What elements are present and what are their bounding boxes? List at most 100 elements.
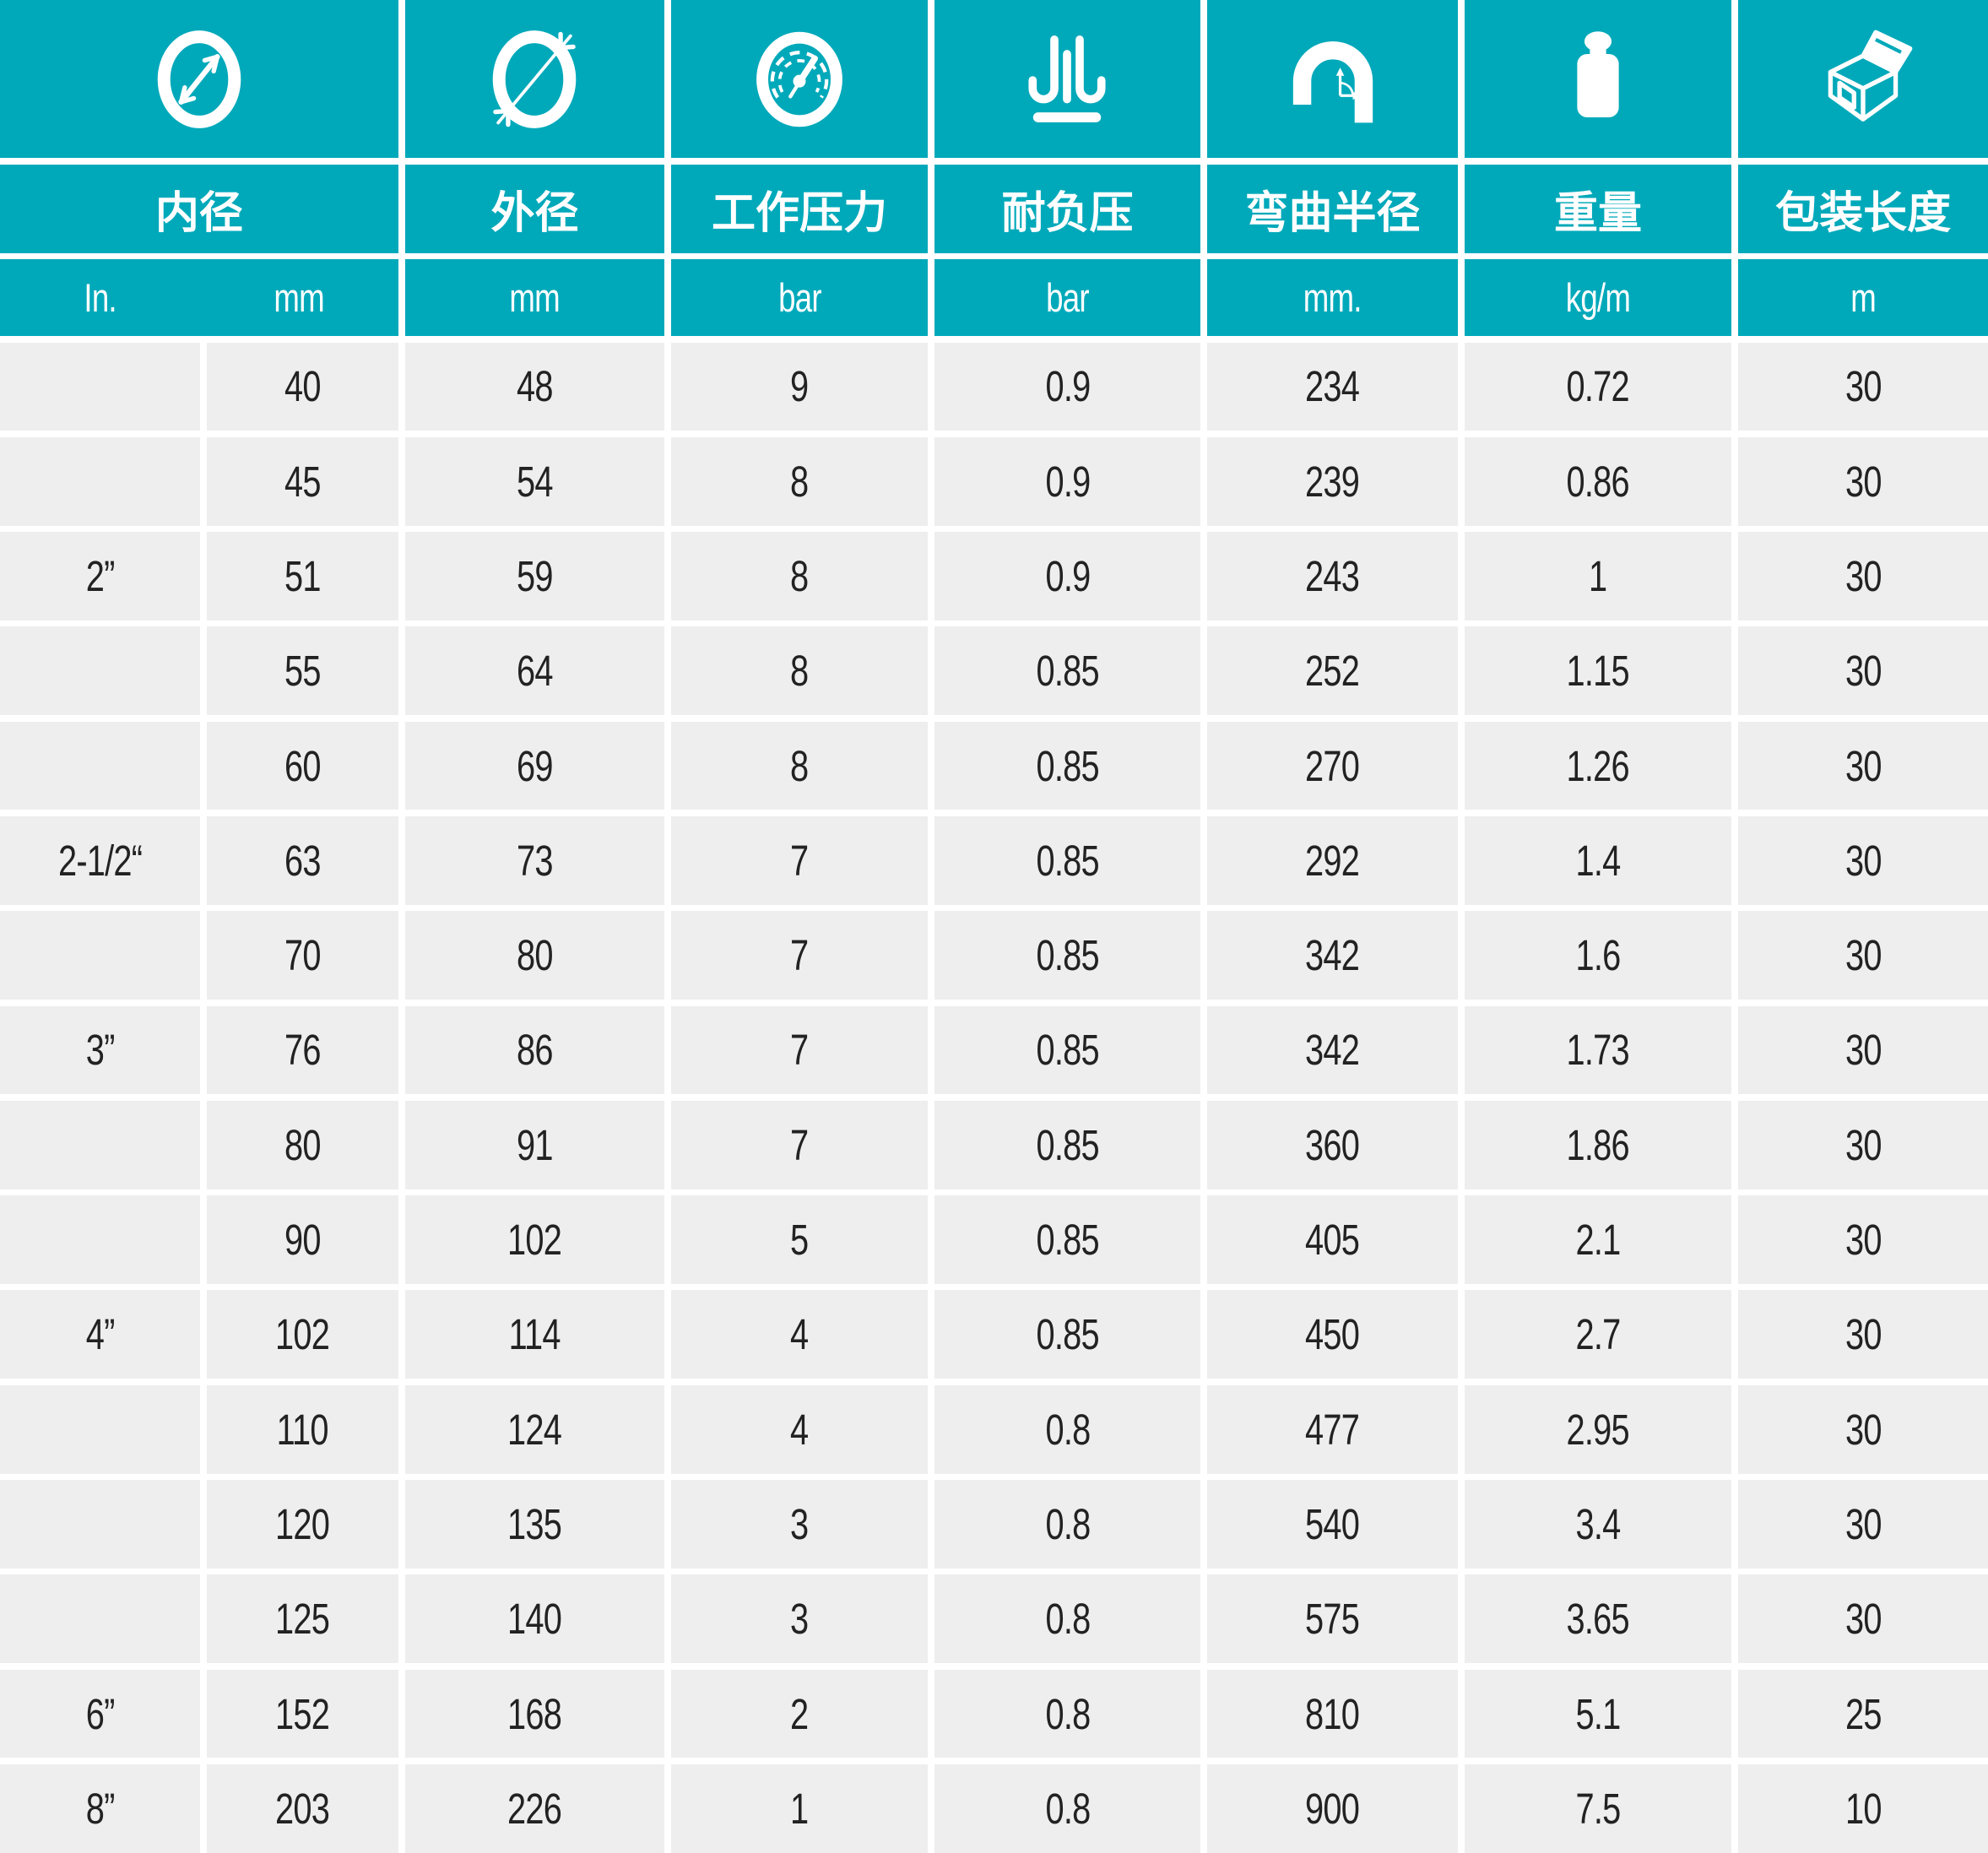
cell-working_pressure_bar: 4 bbox=[671, 1290, 928, 1379]
cell-outer_mm: 86 bbox=[404, 1005, 665, 1095]
cell-vacuum_bar: 0.8 bbox=[934, 1480, 1201, 1569]
cell-inch bbox=[0, 342, 201, 431]
cell-weight_kg_m: 1.6 bbox=[1464, 911, 1732, 1000]
header-icon-cell-bend-radius bbox=[1207, 0, 1458, 158]
header-cell-bend-radius: 弯曲半径 bbox=[1207, 164, 1458, 253]
cell-value: 450 bbox=[1305, 1310, 1360, 1359]
cell-packing_length_m: 30 bbox=[1738, 815, 1988, 905]
cell-value: 3 bbox=[790, 1499, 809, 1548]
cell-bend_radius_mm: 239 bbox=[1207, 436, 1458, 526]
cell-value: 8 bbox=[790, 647, 809, 696]
cell-value: 0.85 bbox=[1036, 1120, 1099, 1169]
cell-vacuum_bar: 0.9 bbox=[934, 342, 1201, 431]
cell-value: 0.8 bbox=[1044, 1689, 1091, 1738]
cell-value: 477 bbox=[1305, 1405, 1360, 1454]
cell-bend_radius_mm: 450 bbox=[1207, 1290, 1458, 1379]
header-cell-inner-diameter: 内径 bbox=[0, 164, 398, 253]
header-icon-cell-outer-diameter bbox=[404, 0, 665, 158]
cell-bend_radius_mm: 540 bbox=[1207, 1480, 1458, 1569]
cell-working_pressure_bar: 1 bbox=[671, 1764, 928, 1853]
cell-value: 270 bbox=[1305, 741, 1360, 790]
cell-bend_radius_mm: 477 bbox=[1207, 1384, 1458, 1474]
cell-value: 0.9 bbox=[1044, 362, 1091, 411]
cell-packing_length_m: 30 bbox=[1738, 1100, 1988, 1189]
cell-value: 76 bbox=[284, 1026, 321, 1075]
cell-weight_kg_m: 3.65 bbox=[1464, 1574, 1732, 1664]
cell-packing_length_m: 30 bbox=[1738, 626, 1988, 716]
cell-working_pressure_bar: 3 bbox=[671, 1574, 928, 1664]
cell-value: 120 bbox=[275, 1499, 330, 1548]
inner-diameter-icon bbox=[157, 30, 241, 128]
unit-label-inch: In. bbox=[84, 275, 116, 320]
cell-value: 102 bbox=[507, 1216, 562, 1265]
weight-icon bbox=[1577, 30, 1619, 117]
cell-working_pressure_bar: 7 bbox=[671, 1100, 928, 1189]
cell-working_pressure_bar: 9 bbox=[671, 342, 928, 431]
cell-inch bbox=[0, 626, 201, 716]
cell-outer_mm: 140 bbox=[404, 1574, 665, 1664]
cell-weight_kg_m: 0.72 bbox=[1464, 342, 1732, 431]
cell-weight_kg_m: 5.1 bbox=[1464, 1669, 1732, 1758]
cell-weight_kg_m: 1.26 bbox=[1464, 721, 1732, 810]
cell-value: 30 bbox=[1844, 1026, 1882, 1075]
cell-value: 30 bbox=[1844, 931, 1882, 980]
cell-working_pressure_bar: 5 bbox=[671, 1195, 928, 1284]
cell-weight_kg_m: 1.73 bbox=[1464, 1005, 1732, 1095]
cell-value: 1.26 bbox=[1566, 741, 1630, 790]
cell-value: 1.86 bbox=[1566, 1120, 1630, 1169]
cell-outer_mm: 69 bbox=[404, 721, 665, 810]
cell-inner_mm: 152 bbox=[207, 1669, 398, 1758]
cell-bend_radius_mm: 360 bbox=[1207, 1100, 1458, 1189]
cell-inch: 8” bbox=[0, 1764, 201, 1853]
cell-vacuum_bar: 0.85 bbox=[934, 911, 1201, 1000]
cell-value: 90 bbox=[284, 1216, 321, 1265]
cell-inner_mm: 80 bbox=[207, 1100, 398, 1189]
cell-value: 86 bbox=[517, 1026, 553, 1075]
cell-outer_mm: 124 bbox=[404, 1384, 665, 1474]
cell-value: 30 bbox=[1844, 1405, 1882, 1454]
cell-value: 0.85 bbox=[1036, 1216, 1099, 1265]
cell-value: 1 bbox=[1589, 551, 1607, 600]
cell-inch bbox=[0, 1100, 201, 1189]
units-cell-vacuum-resistance: bar bbox=[934, 259, 1201, 336]
header-label: 耐负压 bbox=[1001, 188, 1134, 238]
cell-bend_radius_mm: 243 bbox=[1207, 532, 1458, 620]
cell-bend_radius_mm: 292 bbox=[1207, 815, 1458, 905]
cell-outer_mm: 135 bbox=[404, 1480, 665, 1569]
cell-bend_radius_mm: 810 bbox=[1207, 1669, 1458, 1758]
cell-inner_mm: 63 bbox=[207, 815, 398, 905]
cell-bend_radius_mm: 342 bbox=[1207, 1005, 1458, 1095]
cell-value: 55 bbox=[284, 647, 321, 696]
cell-value: 25 bbox=[1844, 1689, 1882, 1738]
header-label: 内径 bbox=[154, 188, 243, 238]
cell-inch: 4” bbox=[0, 1290, 201, 1379]
cell-value: 45 bbox=[284, 457, 321, 506]
cell-inch bbox=[0, 1384, 201, 1474]
cell-packing_length_m: 30 bbox=[1738, 1195, 1988, 1284]
cell-outer_mm: 59 bbox=[404, 532, 665, 620]
cell-value: 1.73 bbox=[1566, 1026, 1630, 1075]
cell-weight_kg_m: 3.4 bbox=[1464, 1480, 1732, 1569]
cell-packing_length_m: 30 bbox=[1738, 1574, 1988, 1664]
cell-outer_mm: 64 bbox=[404, 626, 665, 716]
cell-value: 2.1 bbox=[1575, 1216, 1622, 1265]
cell-value: 3.65 bbox=[1566, 1595, 1630, 1644]
cell-value: 60 bbox=[284, 741, 321, 790]
cell-vacuum_bar: 0.85 bbox=[934, 1100, 1201, 1189]
cell-value: 30 bbox=[1844, 1120, 1882, 1169]
cell-value: 5 bbox=[790, 1216, 809, 1265]
cell-value: 135 bbox=[507, 1499, 562, 1548]
cell-packing_length_m: 30 bbox=[1738, 1290, 1988, 1379]
units-cell-weight: kg/m bbox=[1464, 259, 1732, 336]
cell-vacuum_bar: 0.8 bbox=[934, 1764, 1201, 1853]
cell-weight_kg_m: 2.95 bbox=[1464, 1384, 1732, 1474]
cell-value: 30 bbox=[1844, 1216, 1882, 1265]
cell-bend_radius_mm: 270 bbox=[1207, 721, 1458, 810]
header-icon-cell-package-length bbox=[1738, 0, 1988, 158]
cell-inch bbox=[0, 721, 201, 810]
cell-value: 0.72 bbox=[1566, 362, 1630, 411]
cell-value: 59 bbox=[517, 551, 553, 600]
cell-value: 10 bbox=[1844, 1784, 1882, 1833]
cell-value: 292 bbox=[1305, 836, 1360, 885]
